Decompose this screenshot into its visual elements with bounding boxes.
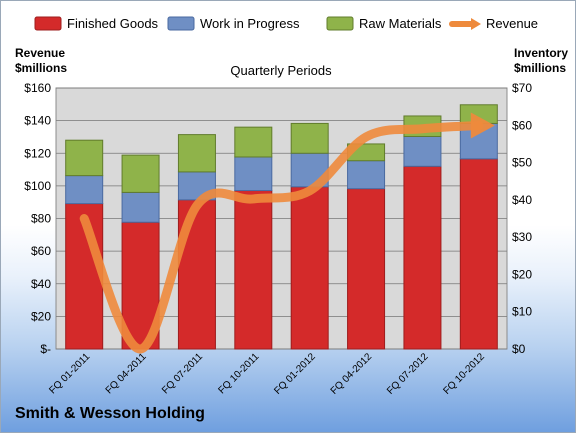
left-tick-label: $20: [31, 309, 51, 323]
category-label: FQ 01-2011: [47, 351, 92, 396]
category-label: FQ 07-2011: [160, 351, 205, 396]
right-axis-title-line2: $millions: [514, 61, 566, 75]
legend-swatch-raw-materials: [326, 16, 354, 31]
category-label: FQ 01-2012: [272, 351, 318, 397]
revenue-line: [79, 121, 484, 354]
left-tick-label: $120: [24, 146, 51, 160]
left-tick-label: $140: [24, 114, 51, 128]
company-name: Smith & Wesson Holding: [15, 405, 205, 422]
right-tick-label: $20: [512, 267, 532, 281]
left-axis-ticks: $- $20 $40 $60 $80 $100 $120 $140 $160: [24, 81, 51, 356]
left-tick-label: $60: [31, 244, 51, 258]
bars: [65, 104, 498, 350]
legend-swatch-work-in-progress: [167, 16, 195, 31]
right-tick-label: $30: [512, 230, 532, 244]
bar-raw-materials: [65, 139, 104, 177]
category-label: FQ 04-2012: [329, 351, 375, 397]
bar-raw-materials: [234, 126, 273, 158]
bar-raw-materials: [121, 154, 160, 193]
category-label: FQ 10-2011: [216, 351, 261, 396]
bar-finished-goods: [403, 165, 442, 350]
left-tick-label: $80: [31, 212, 51, 226]
bar-raw-materials: [177, 134, 216, 173]
category-labels: FQ 01-2011 FQ 04-2011 FQ 07-2011 FQ 10-2011…: [47, 351, 487, 397]
right-tick-label: $40: [512, 193, 532, 207]
left-tick-label: $-: [40, 342, 51, 356]
right-tick-label: $10: [512, 305, 532, 319]
chart-subtitle: Quarterly Periods: [230, 63, 332, 78]
bar-work-in-progress: [347, 160, 386, 190]
left-axis-title-line1: Revenue: [15, 46, 65, 60]
legend-label-work-in-progress: Work in Progress: [200, 16, 300, 31]
category-label: FQ 04-2011: [104, 351, 149, 396]
bar-finished-goods: [347, 188, 386, 350]
bar-finished-goods: [290, 186, 329, 350]
bar-finished-goods: [234, 190, 273, 350]
bar-work-in-progress: [65, 175, 104, 205]
right-tick-label: $50: [512, 156, 532, 170]
bar-work-in-progress: [234, 156, 273, 192]
bar-finished-goods: [459, 158, 498, 350]
right-axis-ticks: $0 $10 $20 $30 $40 $50 $60 $70: [512, 81, 532, 356]
legend-label-raw-materials: Raw Materials: [359, 16, 442, 31]
category-label: FQ 07-2012: [385, 351, 431, 397]
legend: Finished Goods Work in Progress Raw Mate…: [34, 16, 538, 31]
right-tick-label: $60: [512, 118, 532, 132]
left-tick-label: $40: [31, 277, 51, 291]
legend-swatch-finished-goods: [34, 16, 62, 31]
bar-work-in-progress: [121, 191, 160, 223]
right-axis-title-line1: Inventory: [514, 46, 568, 60]
left-tick-label: $100: [24, 179, 51, 193]
right-tick-label: $70: [512, 81, 532, 95]
left-tick-label: $160: [24, 81, 51, 95]
legend-label-revenue: Revenue: [486, 16, 538, 31]
bar-work-in-progress: [403, 135, 442, 167]
left-axis-title-line2: $millions: [15, 61, 67, 75]
right-tick-label: $0: [512, 342, 526, 356]
category-label: FQ 10-2012: [441, 351, 487, 397]
bar-raw-materials: [290, 122, 329, 154]
legend-label-finished-goods: Finished Goods: [67, 16, 159, 31]
revenue-arrowhead: [470, 112, 495, 139]
legend-arrow-revenue: [471, 18, 481, 30]
revenue-line-layer: [79, 112, 495, 354]
